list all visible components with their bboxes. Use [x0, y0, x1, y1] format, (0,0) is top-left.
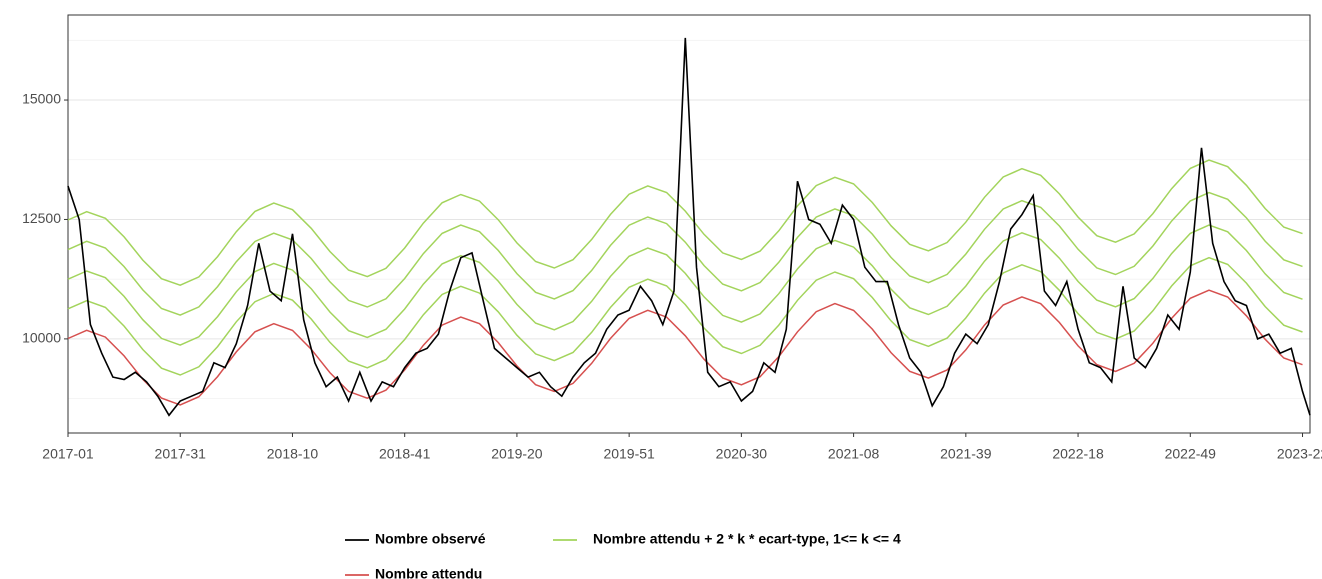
x-tick-label: 2021-08 — [828, 446, 880, 462]
x-tick-label: 2021-39 — [940, 446, 992, 462]
series-line — [67, 159, 1303, 287]
x-tick-label: 2023-22 — [1277, 446, 1322, 462]
y-tick-label: 15000 — [22, 91, 61, 107]
x-tick-label: 2017-01 — [42, 446, 94, 462]
x-tick-label: 2018-10 — [267, 446, 319, 462]
legend-label: Nombre attendu — [375, 566, 482, 579]
x-tick-label: 2022-49 — [1165, 446, 1217, 462]
panel-border — [67, 14, 1311, 434]
x-tick-label: 2018-41 — [379, 446, 431, 462]
x-tick-label: 2019-51 — [603, 446, 655, 462]
x-tick-label: 2022-18 — [1052, 446, 1104, 462]
legend-label: Nombre observé — [375, 531, 486, 547]
y-tick-label: 12500 — [22, 210, 61, 226]
series-line — [67, 289, 1303, 406]
x-tick-label: 2019-20 — [491, 446, 543, 462]
series-line — [67, 191, 1303, 316]
y-tick-label: 10000 — [22, 330, 61, 346]
series-line — [67, 37, 1311, 417]
legend-label: Nombre attendu + 2 * k * ecart-type, 1<=… — [593, 531, 901, 547]
series-line — [67, 224, 1303, 346]
x-tick-label: 2017-31 — [155, 446, 207, 462]
x-tick-label: 2020-30 — [716, 446, 768, 462]
